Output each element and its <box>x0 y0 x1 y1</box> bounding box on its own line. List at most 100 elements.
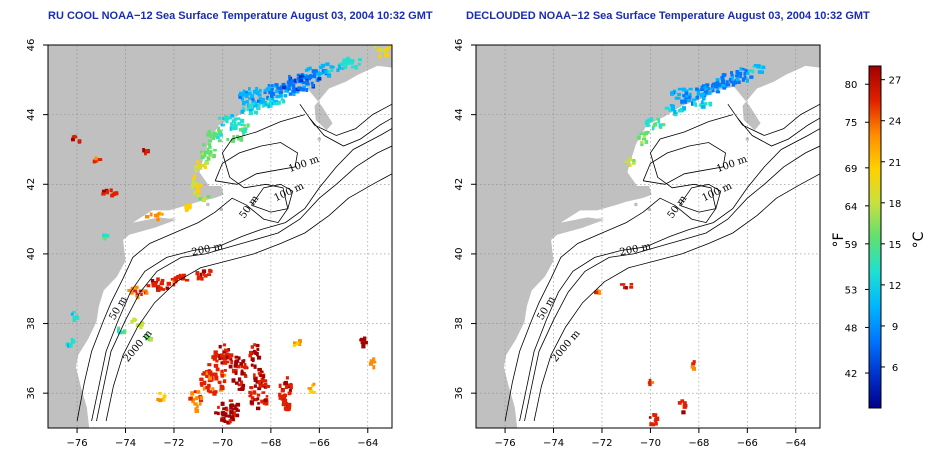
sst-pixel <box>235 413 240 418</box>
sst-pixel <box>325 62 330 66</box>
sst-pixel <box>305 80 310 85</box>
sst-pixel <box>252 390 257 395</box>
sst-pixel <box>234 407 239 411</box>
sst-pixel <box>253 343 257 347</box>
sst-pixel <box>246 123 250 128</box>
x-tick-label: −72 <box>163 438 184 449</box>
sst-pixel <box>214 376 219 381</box>
island <box>634 202 638 207</box>
sst-pixel <box>230 360 234 365</box>
sst-pixel <box>223 420 227 423</box>
sst-pixel <box>749 75 754 79</box>
sst-pixel <box>368 361 374 366</box>
sst-patch <box>619 282 634 290</box>
sst-pixel <box>304 68 308 72</box>
celsius-tick-label: 27 <box>889 76 902 87</box>
contour-ns2 <box>299 103 392 136</box>
sst-patch <box>145 211 164 222</box>
right-panel-title: DECLOUDED NOAA−12 Sea Surface Temperatur… <box>466 10 870 22</box>
sst-pixel <box>130 319 134 324</box>
sst-pixel <box>257 93 262 97</box>
sst-pixel <box>67 343 71 348</box>
x-tick-label: −74 <box>543 438 564 449</box>
sst-pixel <box>195 271 200 276</box>
contour-c50a <box>76 114 305 422</box>
sst-pixel <box>208 150 213 155</box>
sst-pixel <box>231 378 236 383</box>
sst-pixel <box>286 80 291 84</box>
sst-pixel <box>239 362 243 366</box>
sst-pixel <box>117 326 121 331</box>
sst-pixel <box>220 373 225 378</box>
sst-pixel <box>734 80 737 85</box>
sst-pixel <box>346 61 350 66</box>
celsius-tick-label: 6 <box>892 363 898 374</box>
x-tick-label: −68 <box>688 438 709 449</box>
sst-pixel <box>227 414 232 418</box>
sst-pixel <box>743 76 747 80</box>
sst-pixel <box>97 158 103 161</box>
sst-pixel <box>199 401 202 406</box>
sst-patch <box>195 268 213 281</box>
sst-pixel <box>258 384 263 388</box>
sst-pixel <box>677 401 682 405</box>
contour-ns <box>737 117 820 147</box>
sst-pixel <box>273 99 278 103</box>
sst-pixel <box>234 360 238 365</box>
sst-pixel <box>222 373 227 377</box>
sst-pixel <box>302 85 307 90</box>
sst-pixel <box>378 54 382 59</box>
sst-pixel <box>198 183 203 188</box>
sst-pixel <box>301 87 306 92</box>
sst-pixel <box>233 121 237 127</box>
sst-pixel <box>200 150 203 154</box>
sst-pixel <box>212 391 217 396</box>
sst-pixel <box>650 381 655 384</box>
sst-pixel <box>239 118 243 123</box>
sst-pixel <box>735 70 739 74</box>
sst-pixel <box>282 399 287 404</box>
sst-pixel <box>205 371 210 375</box>
sst-pixel <box>680 399 685 403</box>
sst-pixel <box>186 207 189 212</box>
bathymetry-contours <box>504 103 820 422</box>
sst-patch <box>200 143 217 165</box>
y-tick-label: 40 <box>454 248 465 261</box>
sst-pixel <box>265 395 269 398</box>
sst-pixel <box>714 81 719 85</box>
y-tick-label: 38 <box>26 317 37 330</box>
sst-pixel <box>264 401 269 406</box>
sst-pixel <box>673 109 677 115</box>
sst-pixel <box>728 77 732 82</box>
sst-pixel <box>102 236 106 240</box>
sst-pixel <box>693 360 696 364</box>
sst-pixel <box>297 342 302 347</box>
contour-c200 <box>524 145 820 422</box>
sst-pixel <box>729 80 734 84</box>
sst-patch <box>690 360 696 371</box>
sst-pixel <box>74 316 80 320</box>
celsius-tick-label: 9 <box>892 322 898 333</box>
sst-pixel <box>690 365 694 369</box>
sst-pixel <box>298 339 302 344</box>
sst-pixel <box>244 375 248 378</box>
sst-patch <box>217 114 245 131</box>
sst-pixel <box>674 96 679 100</box>
sst-pixel <box>253 110 259 115</box>
sst-pixel <box>306 67 310 72</box>
fahrenheit-tick-label: 42 <box>845 369 858 380</box>
sst-pixel <box>185 278 190 282</box>
sst-pixel <box>726 83 731 87</box>
sst-pixel <box>161 397 166 402</box>
sst-pixel <box>242 106 245 110</box>
sst-pixel <box>140 321 145 325</box>
sst-pixel <box>259 370 264 374</box>
sst-pixel <box>135 292 139 297</box>
sst-pixel <box>243 365 248 370</box>
sst-pixel <box>225 355 229 359</box>
sst-patch <box>594 289 602 295</box>
sst-patch <box>142 148 150 156</box>
sst-pixel <box>211 387 215 391</box>
sst-pixel <box>181 273 186 277</box>
